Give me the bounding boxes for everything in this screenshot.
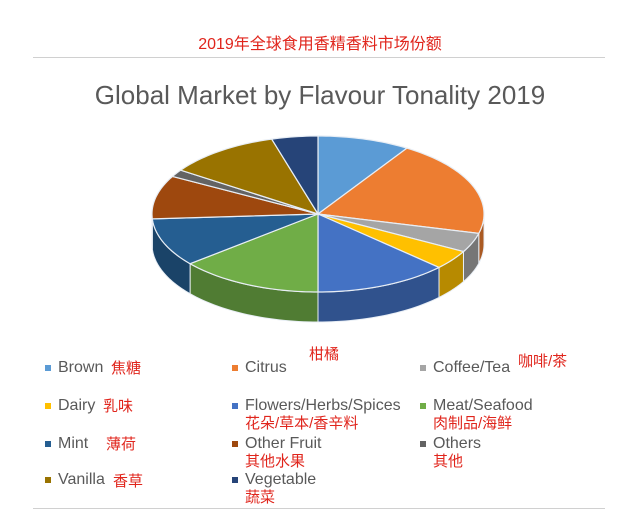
legend-item: Others (420, 435, 481, 453)
legend-label: Other Fruit (245, 435, 322, 452)
legend-annotation: 柑橘 (309, 346, 340, 363)
legend-item: Vegetable (232, 471, 316, 489)
legend-label: Citrus (245, 359, 287, 376)
legend-item: Vanilla (45, 471, 105, 489)
legend-item: Other Fruit (232, 435, 321, 453)
legend-item: Dairy (45, 397, 95, 415)
legend-label: Vanilla (58, 471, 105, 488)
legend-label: Brown (58, 359, 104, 376)
legend-swatch (45, 403, 51, 409)
pie-slice-meat-seafood (188, 213, 319, 293)
pie-slice-flowers-herbs-spices (317, 213, 441, 293)
legend-annotation: 薄荷 (106, 436, 137, 453)
legend-annotation: 其他 (433, 453, 464, 470)
legend-swatch (232, 365, 238, 371)
legend-item: Coffee/Tea (420, 359, 510, 377)
legend-label: Coffee/Tea (433, 359, 511, 376)
pie-slice-vanilla (179, 138, 320, 216)
chart-title: Global Market by Flavour Tonality 2019 (94, 80, 546, 110)
legend-label: Others (433, 435, 482, 452)
legend-item: Brown (45, 359, 103, 377)
legend-swatch (420, 403, 426, 409)
legend-annotation: 乳味 (103, 398, 134, 415)
legend-label: Meat/Seafood (433, 397, 533, 414)
pie-slice-mint (151, 213, 319, 265)
pie-slice-coffee-tea (317, 213, 480, 253)
legend-item: Mint (45, 435, 88, 453)
legend-annotation: 其他水果 (245, 453, 306, 470)
legend-swatch (232, 403, 238, 409)
divider-top (33, 57, 605, 58)
pie-slice-other-fruit (151, 175, 319, 220)
legend-label: Vegetable (245, 471, 317, 488)
legend-label: Dairy (58, 397, 96, 414)
legend-swatch (420, 441, 426, 447)
legend-label: Mint (58, 435, 89, 452)
legend-annotation: 香草 (113, 473, 144, 490)
pie-slice-citrus (316, 147, 485, 235)
legend-swatch (232, 477, 238, 483)
legend-swatch (45, 477, 51, 483)
legend-annotation: 花朵/草本/香辛料 (245, 415, 359, 432)
legend-swatch (45, 441, 51, 447)
legend-item: Flowers/Herbs/Spices (232, 397, 401, 415)
legend-item: Meat/Seafood (420, 397, 533, 415)
pie-slice-vegetable (270, 135, 319, 217)
legend-annotation: 肉制品/海鲜 (433, 415, 513, 432)
divider-bottom (33, 508, 605, 509)
legend-item: Citrus (232, 359, 287, 377)
legend-swatch (420, 365, 426, 371)
pie-slice-dairy (317, 213, 465, 269)
legend-annotation: 咖啡/茶 (518, 353, 568, 370)
legend-annotation: 焦糖 (111, 360, 142, 377)
legend-swatch (45, 365, 51, 371)
pie-slice-brown (317, 135, 409, 216)
legend-swatch (232, 441, 238, 447)
legend-label: Flowers/Herbs/Spices (245, 397, 401, 414)
legend-annotation: 蔬菜 (245, 489, 276, 506)
header-title: 2019年全球食用香精香料市场份额 (198, 36, 442, 53)
